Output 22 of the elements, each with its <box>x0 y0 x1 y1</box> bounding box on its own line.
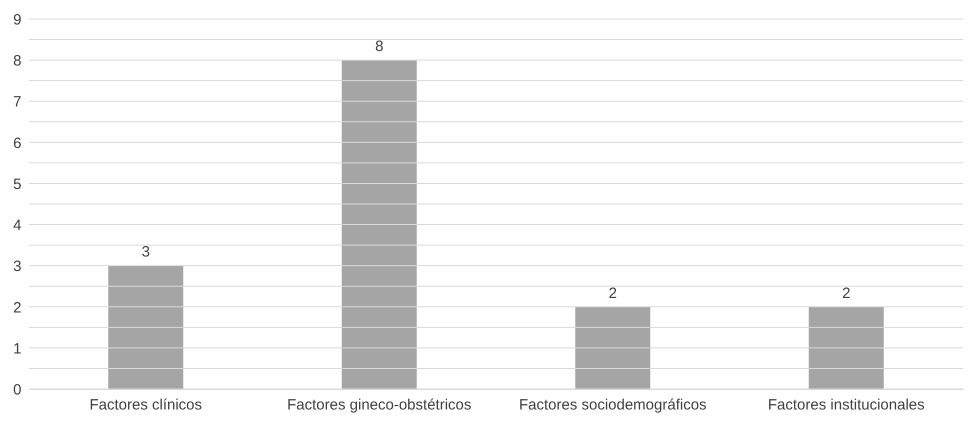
bar <box>108 266 184 389</box>
data-label: 2 <box>608 284 617 302</box>
y-tick-label: 6 <box>13 134 22 152</box>
y-tick-label: 2 <box>13 299 22 316</box>
y-tick-label: 4 <box>13 217 22 234</box>
x-tick-label: Factores gineco-obstétricos <box>287 396 472 414</box>
bar <box>808 306 884 389</box>
x-tick-label: Factores clínicos <box>89 396 202 414</box>
x-tick-label: Factores sociodemográficos <box>518 396 707 414</box>
y-tick-label: 3 <box>13 258 22 276</box>
data-label: 3 <box>142 244 150 261</box>
y-tick-label: 0 <box>13 382 22 398</box>
bar <box>575 306 650 389</box>
x-tick-label: Factores institucionales <box>768 396 925 414</box>
y-tick-label: 9 <box>13 12 22 28</box>
y-tick-label: 1 <box>13 340 22 358</box>
data-label: 2 <box>842 284 850 302</box>
y-tick-label: 7 <box>13 94 22 111</box>
y-tick-label: 5 <box>13 176 22 193</box>
data-label: 8 <box>375 38 384 56</box>
bar <box>342 60 417 389</box>
y-tick-label: 8 <box>13 52 22 70</box>
